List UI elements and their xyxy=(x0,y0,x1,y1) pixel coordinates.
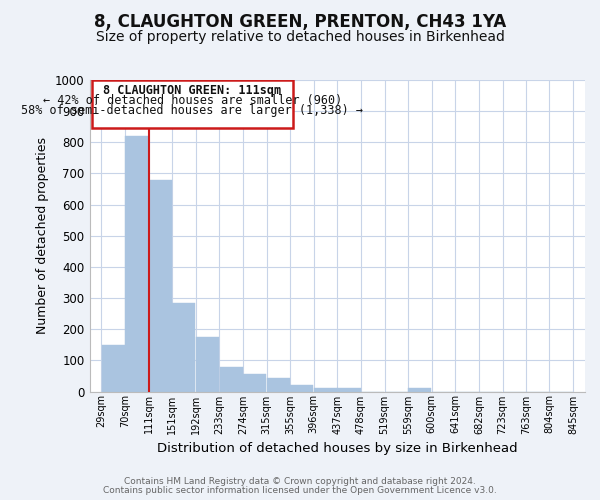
Bar xyxy=(125,136,149,392)
Bar xyxy=(92,80,293,128)
Bar xyxy=(337,388,361,392)
Text: Contains public sector information licensed under the Open Government Licence v3: Contains public sector information licen… xyxy=(103,486,497,495)
Text: Contains HM Land Registry data © Crown copyright and database right 2024.: Contains HM Land Registry data © Crown c… xyxy=(124,477,476,486)
Bar xyxy=(196,337,219,392)
Bar xyxy=(172,302,196,392)
X-axis label: Distribution of detached houses by size in Birkenhead: Distribution of detached houses by size … xyxy=(157,442,518,455)
Text: ← 42% of detached houses are smaller (960): ← 42% of detached houses are smaller (96… xyxy=(43,94,342,108)
Text: 8, CLAUGHTON GREEN, PRENTON, CH43 1YA: 8, CLAUGHTON GREEN, PRENTON, CH43 1YA xyxy=(94,12,506,30)
Bar xyxy=(101,345,125,392)
Bar xyxy=(220,366,243,392)
Bar xyxy=(267,378,290,392)
Text: 58% of semi-detached houses are larger (1,338) →: 58% of semi-detached houses are larger (… xyxy=(22,104,364,118)
Bar xyxy=(243,374,266,392)
Y-axis label: Number of detached properties: Number of detached properties xyxy=(37,138,49,334)
Text: Size of property relative to detached houses in Birkenhead: Size of property relative to detached ho… xyxy=(95,30,505,44)
Bar xyxy=(408,388,431,392)
Bar xyxy=(314,388,337,392)
Text: 8 CLAUGHTON GREEN: 111sqm: 8 CLAUGHTON GREEN: 111sqm xyxy=(103,84,281,98)
Bar xyxy=(290,384,313,392)
Bar xyxy=(149,180,172,392)
